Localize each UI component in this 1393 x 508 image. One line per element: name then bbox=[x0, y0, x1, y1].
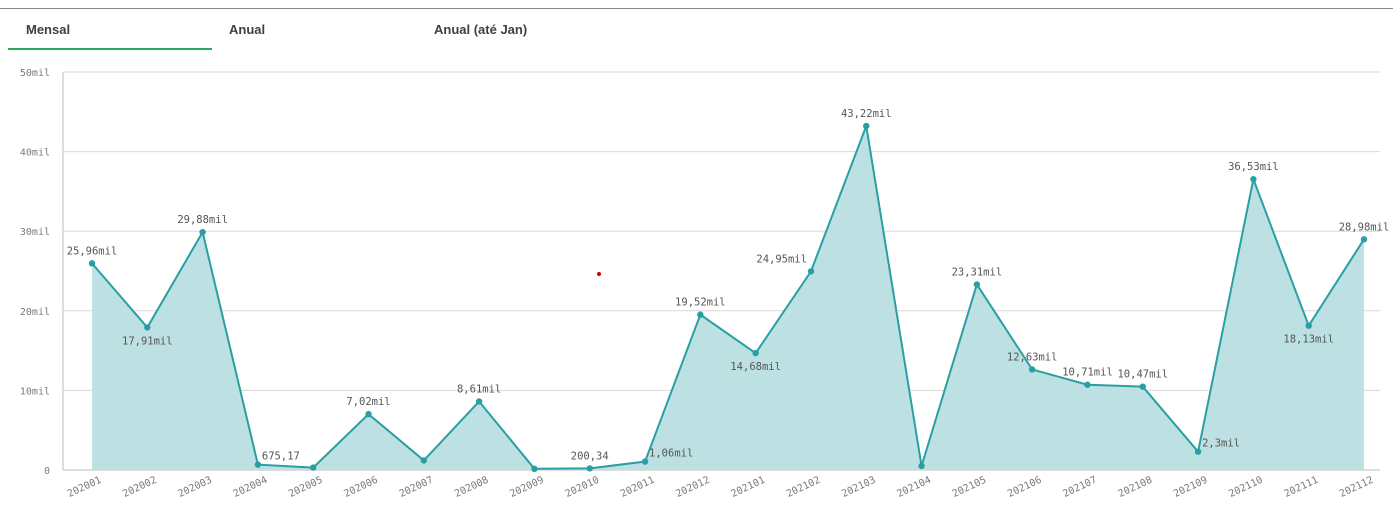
series-line bbox=[91, 124, 1365, 470]
data-point[interactable] bbox=[1250, 176, 1257, 183]
tab-anual-ate-jan[interactable]: Anual (até Jan) bbox=[434, 22, 528, 37]
data-point[interactable] bbox=[1305, 322, 1312, 329]
data-label: 43,22mil bbox=[841, 108, 892, 120]
data-point[interactable] bbox=[863, 122, 870, 130]
data-point[interactable] bbox=[918, 462, 925, 470]
y-tick-label: 30mil bbox=[20, 227, 50, 238]
x-tick-label: 202102 bbox=[785, 475, 822, 500]
x-tick-label: 202108 bbox=[1117, 475, 1154, 500]
data-point[interactable] bbox=[88, 260, 96, 267]
x-tick-label: 202107 bbox=[1061, 475, 1098, 500]
data-point[interactable] bbox=[144, 324, 151, 331]
x-tick-label: 202103 bbox=[840, 475, 877, 500]
data-label: 7,02mil bbox=[346, 396, 390, 408]
red-dot-marker bbox=[597, 272, 601, 276]
data-point[interactable] bbox=[807, 268, 815, 275]
data-point[interactable] bbox=[1028, 366, 1036, 373]
x-tick-label: 202003 bbox=[176, 475, 213, 500]
data-point[interactable] bbox=[641, 458, 649, 465]
x-tick-label: 202112 bbox=[1338, 475, 1375, 500]
data-label: 2,3mil bbox=[1202, 438, 1240, 450]
data-label: 12,63mil bbox=[1007, 351, 1058, 363]
data-point[interactable] bbox=[254, 461, 262, 468]
data-label: 24,95mil bbox=[756, 253, 807, 265]
y-tick-label: 0 bbox=[44, 466, 50, 477]
y-tick-label: 10mil bbox=[20, 386, 50, 397]
x-tick-label: 202106 bbox=[1006, 475, 1043, 500]
x-tick-label: 202007 bbox=[398, 475, 435, 500]
x-axis: 202001 202002 202003 202004 202005 202006 2020… bbox=[66, 475, 1375, 500]
data-label: 29,88mil bbox=[177, 214, 228, 226]
data-point[interactable] bbox=[531, 465, 538, 473]
active-tab-indicator bbox=[8, 48, 212, 50]
x-tick-label: 202005 bbox=[287, 475, 324, 500]
data-label: 18,13mil bbox=[1283, 334, 1334, 346]
x-tick-label: 202002 bbox=[121, 475, 158, 500]
x-tick-label: 202110 bbox=[1227, 475, 1264, 500]
data-point[interactable] bbox=[420, 457, 428, 464]
data-point[interactable] bbox=[1360, 236, 1368, 243]
data-label: 25,96mil bbox=[67, 245, 118, 257]
x-tick-label: 202006 bbox=[342, 475, 379, 500]
data-label: 23,31mil bbox=[952, 266, 1003, 278]
x-tick-label: 202109 bbox=[1172, 475, 1209, 500]
data-point[interactable] bbox=[1194, 448, 1202, 455]
area-fill bbox=[92, 125, 1364, 470]
x-tick-label: 202001 bbox=[66, 475, 103, 500]
data-label: 36,53mil bbox=[1228, 161, 1279, 173]
top-divider bbox=[0, 8, 1393, 9]
data-point[interactable] bbox=[973, 281, 981, 288]
tab-mensal[interactable]: Mensal bbox=[26, 22, 71, 37]
data-label: 28,98mil bbox=[1339, 221, 1390, 233]
x-tick-label: 202008 bbox=[453, 475, 490, 500]
data-labels: 25,96mil 17,91mil 29,88mil 675,17 7,02mil 8,6… bbox=[67, 108, 1390, 463]
x-tick-label: 202010 bbox=[564, 475, 601, 500]
data-point[interactable] bbox=[199, 228, 206, 236]
data-label: 17,91mil bbox=[122, 335, 173, 347]
data-point[interactable] bbox=[586, 465, 593, 472]
data-point[interactable] bbox=[752, 349, 759, 357]
x-tick-label: 202009 bbox=[508, 475, 545, 500]
x-tick-label: 202101 bbox=[730, 475, 767, 500]
x-tick-label: 202004 bbox=[232, 475, 269, 500]
x-tick-label: 202104 bbox=[895, 475, 932, 500]
data-label: 10,71mil bbox=[1062, 367, 1113, 379]
data-point[interactable] bbox=[365, 410, 372, 418]
data-label: 14,68mil bbox=[730, 361, 781, 373]
data-label: 675,17 bbox=[262, 451, 300, 463]
data-point[interactable] bbox=[475, 398, 483, 405]
data-point[interactable] bbox=[1139, 383, 1146, 390]
data-label: 200,34 bbox=[571, 450, 609, 462]
data-point[interactable] bbox=[1084, 381, 1091, 388]
x-tick-label: 202012 bbox=[674, 475, 711, 500]
data-label: 8,61mil bbox=[457, 383, 501, 395]
data-label: 10,47mil bbox=[1117, 369, 1168, 381]
data-point[interactable] bbox=[697, 311, 704, 318]
data-points bbox=[88, 122, 1368, 473]
data-label: 19,52mil bbox=[675, 297, 726, 309]
data-point[interactable] bbox=[310, 464, 317, 471]
y-tick-label: 20mil bbox=[20, 307, 50, 318]
y-axis: 0 10mil 20mil 30mil 40mil 50mil bbox=[20, 68, 64, 477]
x-tick-label: 202111 bbox=[1283, 475, 1320, 500]
y-tick-label: 50mil bbox=[20, 68, 50, 79]
y-tick-label: 40mil bbox=[20, 148, 50, 159]
x-tick-label: 202105 bbox=[951, 475, 988, 500]
x-tick-label: 202011 bbox=[619, 475, 656, 500]
data-label: 1,06mil bbox=[649, 448, 693, 460]
tab-anual[interactable]: Anual bbox=[229, 22, 266, 37]
tab-bar: Mensal Anual Anual (até Jan) bbox=[0, 12, 1393, 50]
